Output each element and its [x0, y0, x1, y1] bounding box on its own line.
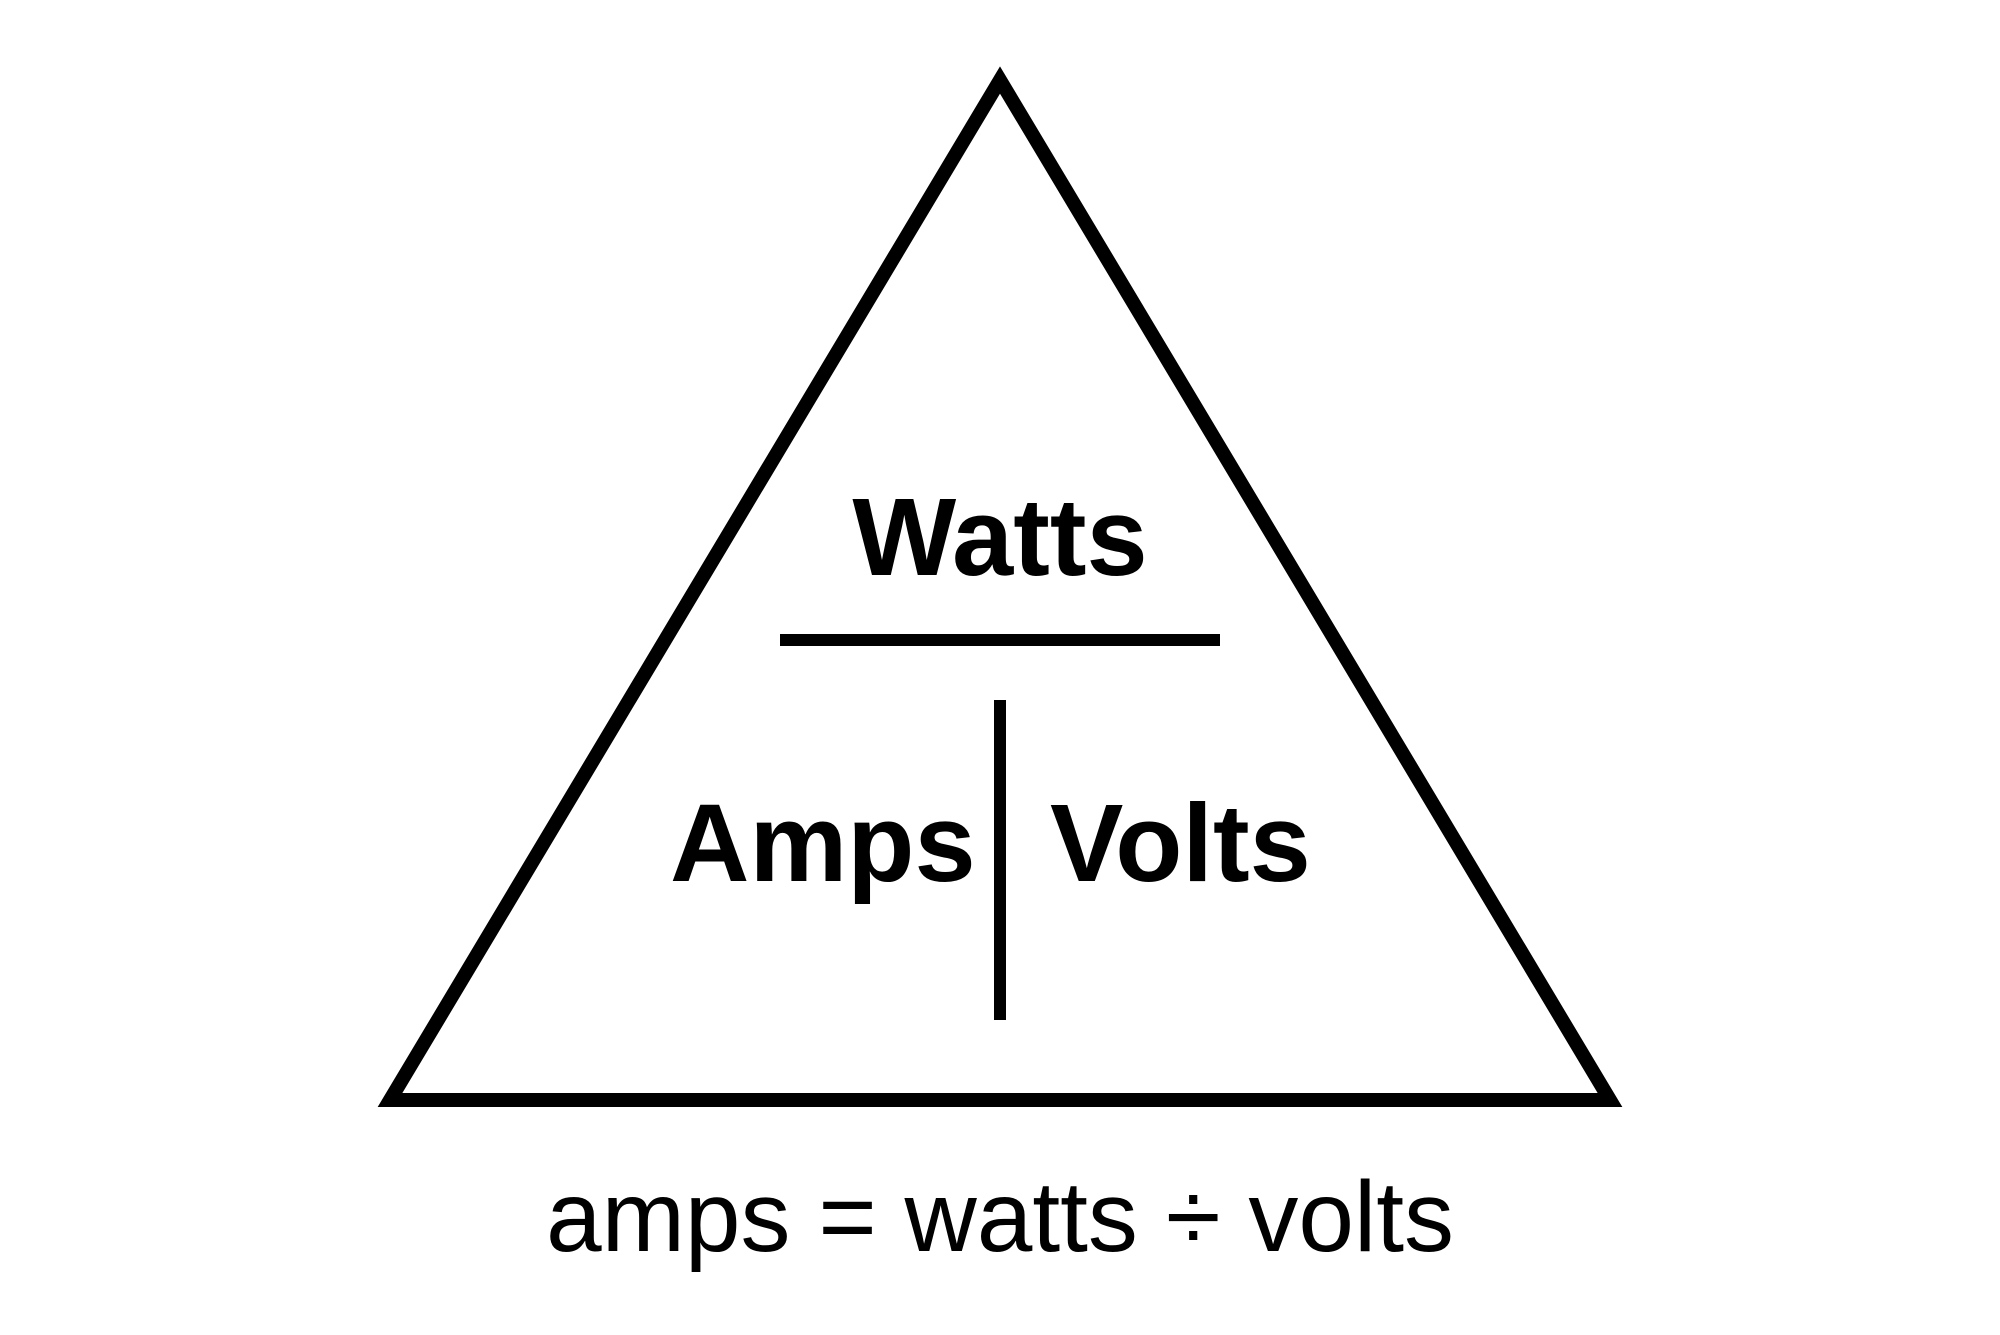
label-watts: Watts: [852, 474, 1147, 601]
formula-text: amps = watts ÷ volts: [546, 1160, 1454, 1275]
power-triangle-diagram: Watts Amps Volts: [360, 60, 1640, 1120]
label-volts: Volts: [1050, 780, 1311, 907]
label-amps: Amps: [670, 780, 976, 907]
